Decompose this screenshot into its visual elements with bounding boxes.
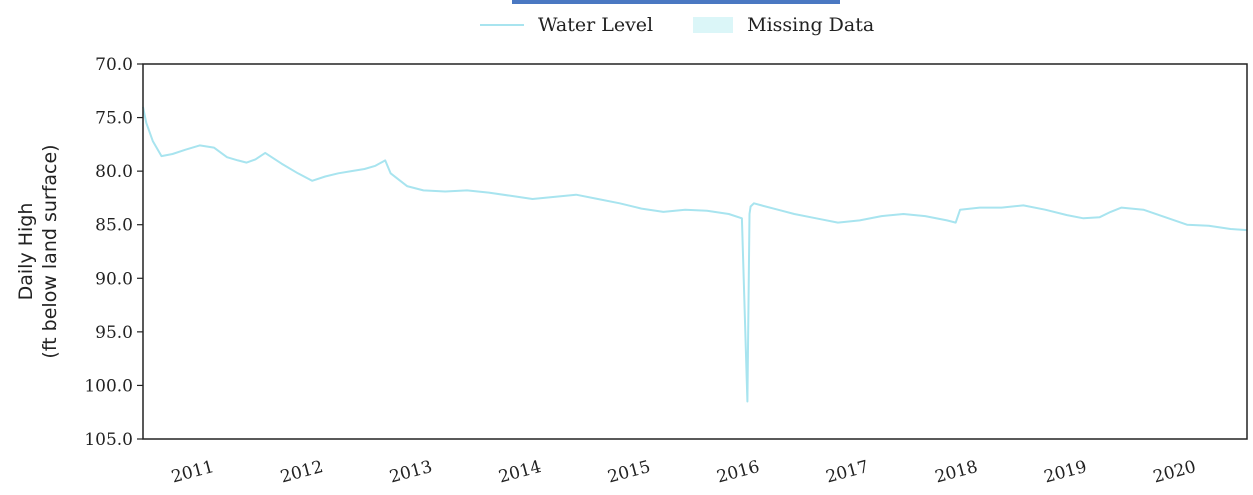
x-tick-label: 2018 xyxy=(933,457,980,488)
legend-item-water-level: Water Level xyxy=(480,14,653,36)
x-tick-label: 2011 xyxy=(169,457,216,488)
legend-item-missing-data: Missing Data xyxy=(693,14,874,36)
y-axis-title-line: Daily High xyxy=(15,203,37,301)
x-tick-label: 2020 xyxy=(1151,457,1198,488)
y-tick-label: 80.0 xyxy=(95,162,133,182)
plot-frame xyxy=(142,63,1248,440)
y-tick-label: 105.0 xyxy=(84,430,133,450)
x-axis-ticks: 2011 2012 2013 2014 2015 2016 2017 2018 2019 2020 xyxy=(169,457,1198,488)
legend-label-missing-data: Missing Data xyxy=(747,14,875,36)
y-tick-label: 100.0 xyxy=(84,376,133,396)
y-tick-label: 95.0 xyxy=(95,323,133,343)
x-tick-label: 2019 xyxy=(1042,457,1089,488)
y-tick-label: 85.0 xyxy=(95,216,133,236)
series-layer xyxy=(142,106,1248,403)
series-line-water-level xyxy=(142,106,1248,403)
y-tick-label: 75.0 xyxy=(95,109,133,129)
top-accent-bar xyxy=(512,0,840,4)
x-tick-label: 2015 xyxy=(606,457,653,488)
water-level-swatch xyxy=(480,24,524,26)
y-tick-label: 90.0 xyxy=(95,269,133,289)
y-axis-ticks: 70.0 75.0 80.0 85.0 90.0 95.0 100.0 105.0 xyxy=(84,55,143,450)
x-tick-label: 2017 xyxy=(824,457,871,488)
y-axis-title-line: (ft below land surface) xyxy=(39,144,61,358)
chart-legend: Water Level Missing Data xyxy=(480,10,914,40)
x-tick-label: 2012 xyxy=(278,457,325,488)
legend-label-water-level: Water Level xyxy=(538,14,654,36)
missing-data-swatch xyxy=(693,17,734,33)
y-tick-label: 70.0 xyxy=(95,55,133,75)
x-tick-label: 2016 xyxy=(715,457,762,488)
x-tick-label: 2014 xyxy=(497,457,544,488)
y-axis-title: Daily High (ft below land surface) xyxy=(15,144,61,358)
x-tick-label: 2013 xyxy=(387,457,434,488)
